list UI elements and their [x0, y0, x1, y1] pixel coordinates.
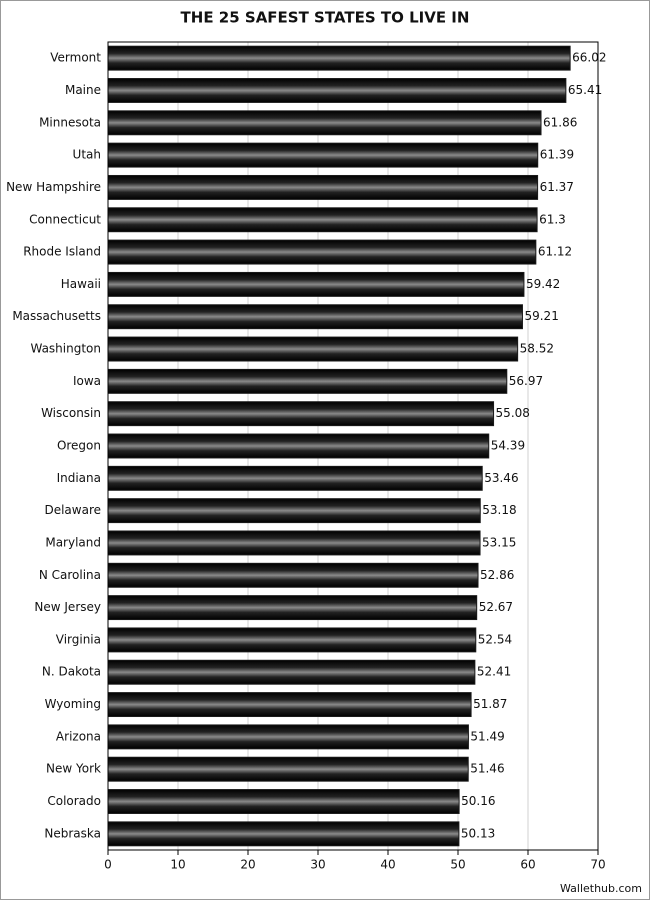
- bar: [107, 304, 523, 330]
- bar: [107, 142, 539, 168]
- data-label: 50.16: [461, 794, 495, 808]
- y-tick-label: N Carolina: [39, 568, 101, 582]
- y-tick-label: Colorado: [47, 794, 101, 808]
- data-label: 61.37: [540, 180, 574, 194]
- bar: [107, 724, 469, 750]
- y-tick-label: Maine: [65, 83, 101, 97]
- y-tick-label: Nebraska: [44, 826, 101, 840]
- plot-border: [107, 41, 599, 851]
- data-label: 56.97: [509, 374, 543, 388]
- data-label: 52.54: [478, 632, 512, 646]
- data-label: 59.21: [524, 309, 558, 323]
- y-tick-label: Minnesota: [39, 115, 101, 129]
- y-tick-label: Maryland: [45, 535, 101, 549]
- bar: [107, 207, 538, 233]
- y-tick-label: Iowa: [73, 374, 101, 388]
- data-label: 59.42: [526, 277, 560, 291]
- y-tick-label: Hawaii: [61, 277, 101, 291]
- data-label: 61.39: [540, 148, 574, 162]
- y-tick-label: Virginia: [56, 632, 101, 646]
- y-tick-label: Arizona: [56, 729, 101, 743]
- bar: [107, 627, 477, 653]
- bar: [107, 562, 479, 588]
- y-tick-label: Indiana: [57, 471, 101, 485]
- y-tick-label: New Jersey: [34, 600, 101, 614]
- bar: [107, 692, 472, 718]
- x-tick-label: 0: [104, 858, 112, 872]
- data-label: 53.18: [482, 503, 516, 517]
- bar: [107, 110, 542, 136]
- data-label: 55.08: [496, 406, 530, 420]
- data-label: 51.49: [470, 729, 504, 743]
- bar: [107, 789, 460, 814]
- y-tick-label: Oregon: [57, 439, 101, 453]
- bar: [107, 465, 483, 491]
- bar: [107, 595, 478, 621]
- data-label: 53.46: [484, 471, 518, 485]
- x-tick-label: 10: [170, 858, 185, 872]
- y-tick-label: Washington: [30, 342, 101, 356]
- bar: [107, 821, 460, 847]
- x-tick-label: 30: [310, 858, 325, 872]
- bar: [107, 78, 567, 103]
- data-label: 52.67: [479, 600, 513, 614]
- source: Wallethub.com: [560, 882, 642, 895]
- bar: [107, 756, 469, 782]
- y-tick-label: Vermont: [50, 51, 101, 65]
- data-label: 50.13: [461, 826, 495, 840]
- data-label: 58.52: [520, 342, 554, 356]
- y-tick-label: Wisconsin: [41, 406, 101, 420]
- x-tick-label: 20: [240, 858, 255, 872]
- y-tick-label: Connecticut: [29, 212, 101, 226]
- x-tick-label: 50: [450, 858, 465, 872]
- data-label: 53.15: [482, 535, 516, 549]
- bar: [107, 336, 519, 362]
- data-label: 61.3: [539, 212, 566, 226]
- y-tick-label: Wyoming: [45, 697, 101, 711]
- x-tick-label: 60: [520, 858, 535, 872]
- y-tick-label: New Hampshire: [6, 180, 101, 194]
- bar: [107, 174, 539, 200]
- y-tick-label: Delaware: [44, 503, 101, 517]
- y-tick-label: Rhode Island: [23, 245, 101, 259]
- bar: [107, 433, 490, 459]
- data-label: 51.46: [470, 762, 504, 776]
- data-label: 66.02: [572, 51, 606, 65]
- bar: [107, 239, 537, 265]
- y-tick-label: Massachusetts: [12, 309, 101, 323]
- x-tick-label: 40: [380, 858, 395, 872]
- data-label: 52.41: [477, 665, 511, 679]
- bar: [107, 368, 508, 394]
- data-label: 51.87: [473, 697, 507, 711]
- bar: [107, 271, 525, 297]
- bar: [107, 401, 495, 427]
- bar: [107, 659, 476, 685]
- data-label: 61.86: [543, 115, 577, 129]
- data-label: 65.41: [568, 83, 602, 97]
- x-tick-label: 70: [590, 858, 605, 872]
- data-label: 54.39: [491, 439, 525, 453]
- bar: [107, 498, 481, 524]
- chart-title: THE 25 SAFEST STATES TO LIVE IN: [181, 9, 470, 27]
- y-tick-label: N. Dakota: [42, 665, 101, 679]
- bar: [107, 45, 571, 71]
- y-tick-label: Utah: [73, 148, 101, 162]
- data-label: 61.12: [538, 245, 572, 259]
- y-tick-label: New York: [46, 762, 101, 776]
- bar: [107, 530, 481, 556]
- data-label: 52.86: [480, 568, 514, 582]
